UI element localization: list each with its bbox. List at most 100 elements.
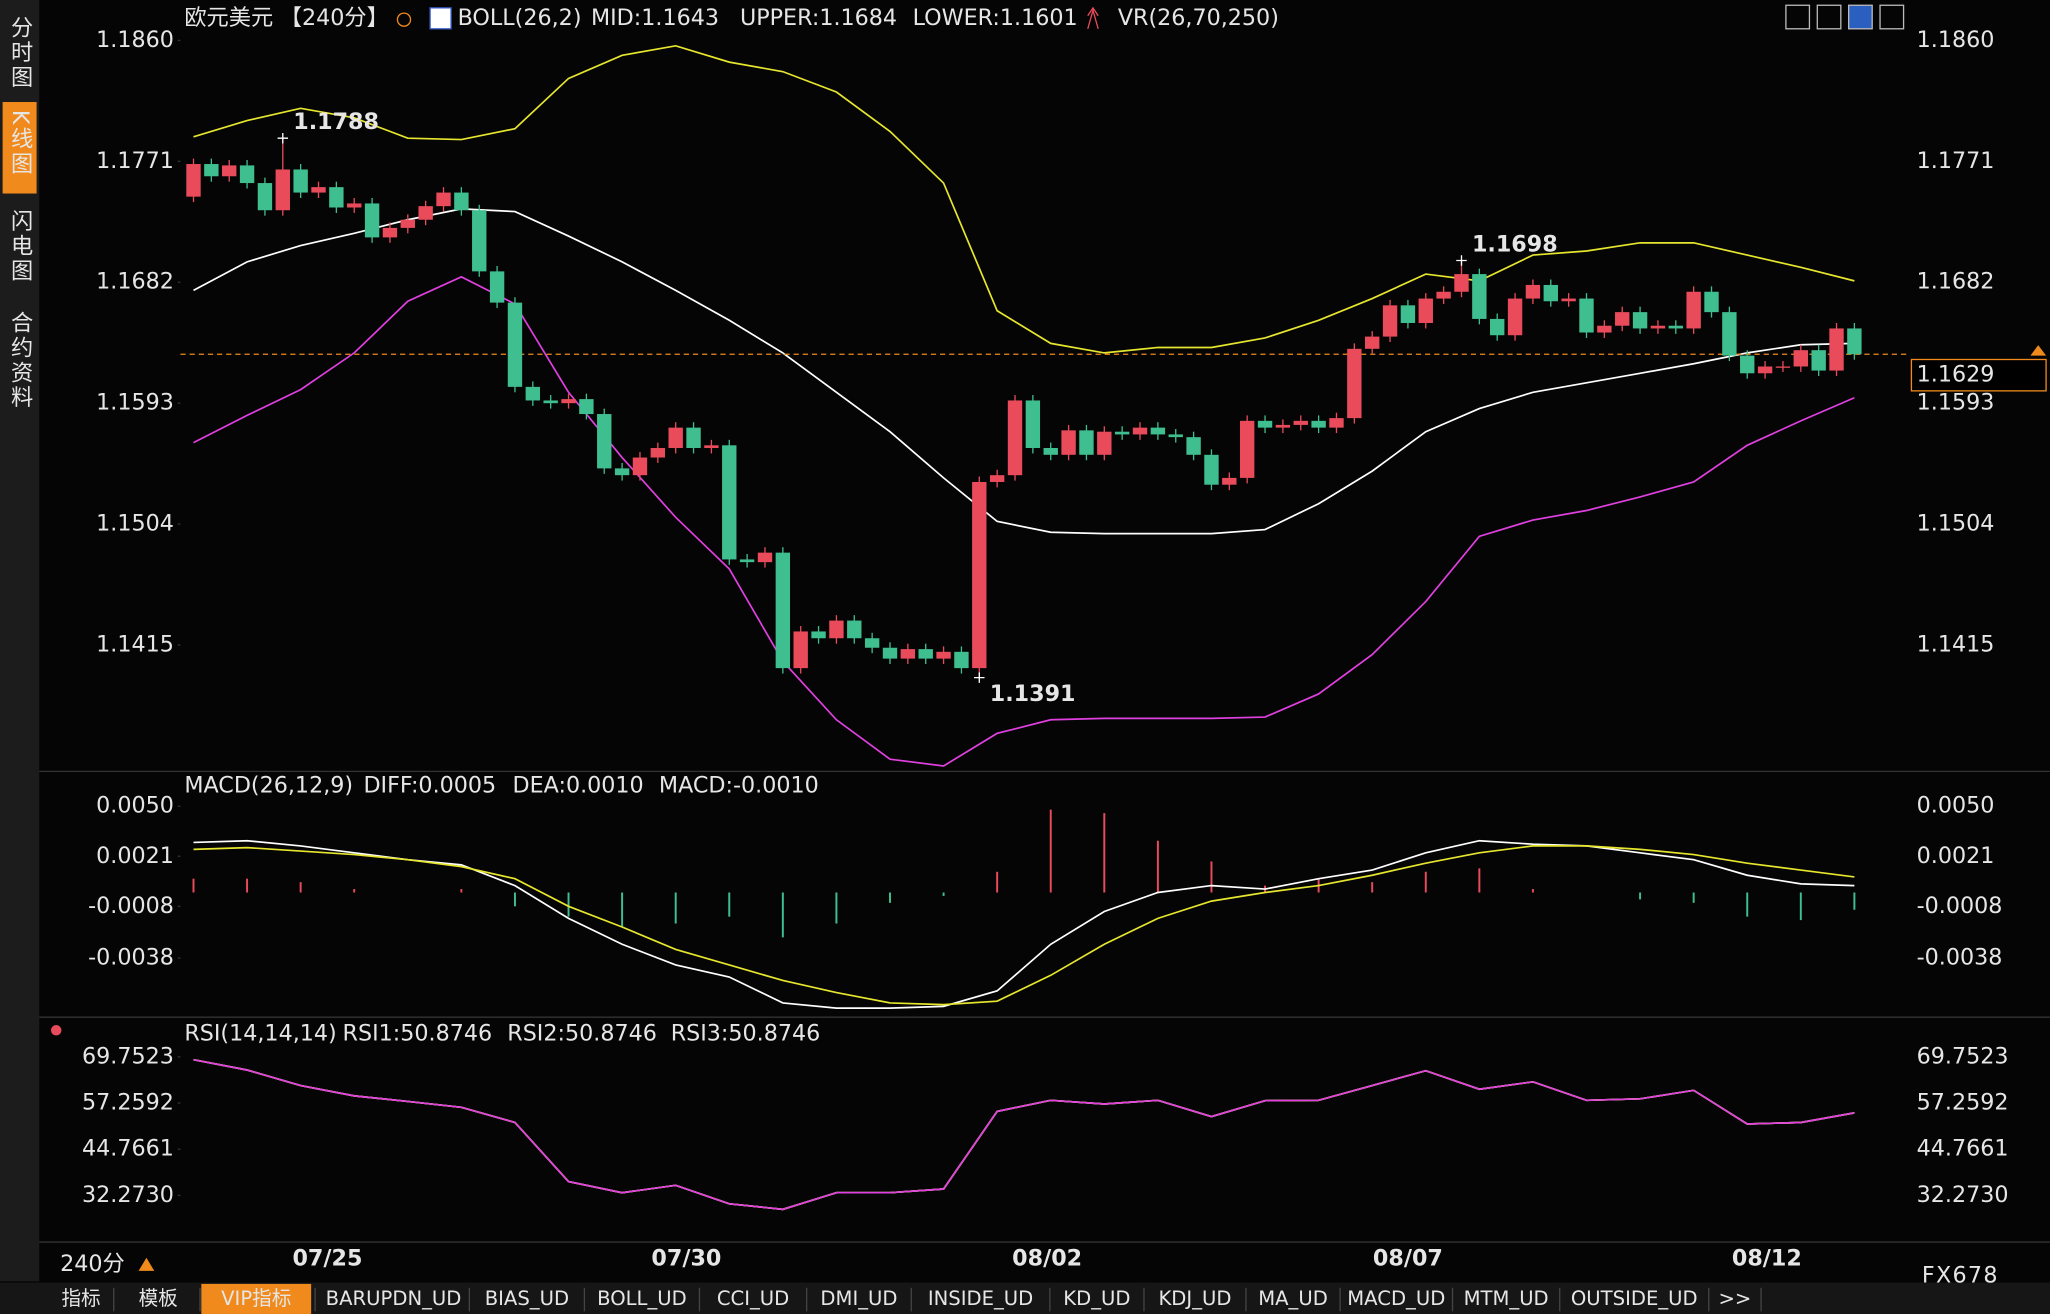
tab[interactable]: MA_UD	[1258, 1287, 1328, 1310]
period-label[interactable]: 240分	[60, 1251, 125, 1277]
candle-body	[1025, 400, 1041, 449]
chart-title: 欧元美元	[184, 5, 273, 31]
x-tick-label: 08/02	[1012, 1246, 1082, 1272]
tab[interactable]: BOLL_UD	[597, 1287, 687, 1310]
legend-entry: UPPER:1.1684	[740, 5, 897, 31]
candle-body	[1239, 420, 1255, 478]
tab[interactable]: KD_UD	[1063, 1287, 1130, 1310]
extreme-label: 1.1788	[293, 109, 379, 135]
y-tick-label: 1.1504	[96, 511, 174, 537]
candle-body	[1079, 430, 1094, 455]
candle-body	[1382, 305, 1398, 337]
icon[interactable]	[1816, 4, 1842, 30]
candle-body	[918, 649, 933, 659]
candle-body	[525, 386, 541, 401]
tab[interactable]: VIP指标	[221, 1287, 291, 1310]
candle-body	[1114, 431, 1130, 435]
extreme-label: 1.1698	[1472, 231, 1558, 257]
candle-body	[1418, 298, 1433, 324]
x-tick-label: 08/07	[1373, 1246, 1443, 1272]
candle-body	[757, 552, 773, 563]
candle-body	[1329, 418, 1344, 428]
candle-body	[347, 203, 362, 208]
vr-arrow	[1087, 6, 1099, 29]
candle-body	[400, 219, 415, 228]
tab[interactable]: 指标	[61, 1287, 100, 1310]
candle-body	[900, 649, 916, 659]
candle-body	[954, 651, 969, 669]
sidebar-item[interactable]: 分时图	[7, 15, 33, 90]
y-tick-label: 0.0050	[96, 793, 174, 819]
tab[interactable]: CCI_UD	[717, 1287, 789, 1310]
candle-body	[936, 651, 951, 659]
candle-body	[186, 164, 201, 197]
legend-entry: MID:1.1643	[591, 5, 719, 31]
tab[interactable]: 模板	[139, 1287, 178, 1310]
tab[interactable]: OUTSIDE_UD	[1571, 1287, 1698, 1310]
candle-body	[1829, 328, 1844, 371]
y-tick-label-right: 1.1504	[1917, 511, 1995, 537]
candle-body	[257, 183, 273, 211]
candle-body	[1525, 284, 1541, 299]
candle-body	[686, 427, 701, 449]
candle-body	[275, 169, 290, 211]
candle-body	[864, 638, 880, 648]
candle-body	[1757, 366, 1773, 374]
candle-body	[829, 620, 844, 639]
candle-body	[614, 468, 630, 476]
candle-body	[650, 448, 666, 458]
x-tick-label: 07/25	[292, 1246, 362, 1272]
sidebar-item[interactable]: 合约资料	[7, 311, 33, 411]
tab[interactable]: MACD_UD	[1347, 1287, 1445, 1310]
y-tick-label: 1.1415	[96, 632, 174, 658]
tab[interactable]: KDJ_UD	[1158, 1287, 1231, 1310]
y-tick-label-right: 1.1860	[1917, 27, 1995, 53]
tab[interactable]: MTM_UD	[1464, 1287, 1549, 1310]
sidebar-item[interactable]: K线图	[7, 110, 33, 177]
legend-entry: RSI1:50.8746	[343, 1021, 493, 1047]
candle-body	[1204, 454, 1219, 485]
line-series	[193, 44, 1855, 354]
candle-body	[329, 187, 344, 208]
y-tick-label-right: -0.0038	[1917, 945, 2003, 971]
y-tick-label: -0.0038	[88, 945, 174, 971]
candle-body	[1311, 420, 1326, 428]
tab[interactable]: INSIDE_UD	[928, 1287, 1033, 1310]
tab[interactable]: BIAS_UD	[485, 1287, 569, 1310]
price-arrow	[2030, 345, 2047, 356]
candle-body	[382, 227, 398, 238]
icon[interactable]	[1785, 4, 1811, 30]
candle-body	[1347, 348, 1362, 419]
y-tick-label: 69.7523	[82, 1043, 174, 1069]
legend-entry: RSI3:50.8746	[671, 1021, 821, 1047]
candle-body	[847, 620, 862, 639]
y-tick-label-right: 0.0021	[1917, 843, 1995, 869]
legend-entry: MACD:-0.0010	[659, 772, 819, 798]
current-price-label: 1.1629	[1917, 362, 1995, 388]
y-tick-label-right: 0.0050	[1917, 793, 1995, 819]
candle-body	[668, 427, 683, 449]
y-tick-label-right: 1.1682	[1917, 269, 1995, 295]
period-arrow[interactable]	[138, 1257, 155, 1271]
tab[interactable]: BARUPDN_UD	[326, 1287, 462, 1310]
tab[interactable]: DMI_UD	[820, 1287, 897, 1310]
legend-entry: DIFF:0.0005	[363, 772, 496, 798]
icon[interactable]	[1879, 4, 1905, 30]
candle-body	[561, 399, 576, 404]
candle-body	[1436, 291, 1451, 299]
candle-body	[436, 192, 451, 207]
icon[interactable]	[1848, 4, 1873, 30]
candle-body	[1454, 274, 1469, 292]
y-tick-label-right: 1.1771	[1917, 148, 1995, 174]
sidebar-item[interactable]: 闪电图	[7, 209, 33, 284]
candle-body	[704, 445, 719, 449]
candle-body	[1186, 437, 1201, 455]
candle-body	[1615, 312, 1630, 326]
sidebar	[0, 0, 40, 1282]
y-tick-label: 1.1860	[96, 27, 174, 53]
y-tick-label-right: 1.1593	[1917, 390, 1995, 416]
tab[interactable]: >>	[1718, 1287, 1751, 1310]
settings-icon[interactable]	[396, 12, 412, 27]
